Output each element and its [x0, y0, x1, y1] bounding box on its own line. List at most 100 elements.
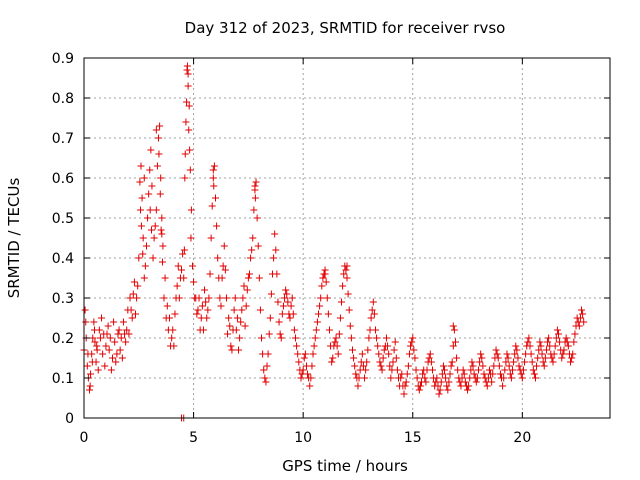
data-point [209, 174, 217, 182]
data-point [336, 314, 344, 322]
data-point [318, 282, 326, 290]
data-point [465, 382, 473, 390]
data-point [384, 342, 392, 350]
data-point [430, 374, 438, 382]
data-point [410, 346, 418, 354]
data-point [252, 178, 260, 186]
data-point [251, 186, 259, 194]
data-point [422, 378, 430, 386]
data-point [423, 366, 431, 374]
data-point [540, 362, 548, 370]
data-point [117, 334, 125, 342]
data-point [571, 330, 579, 338]
data-point [409, 334, 417, 342]
data-point [403, 370, 411, 378]
data-point [260, 366, 268, 374]
data-point [137, 162, 145, 170]
data-point [453, 354, 461, 362]
data-point [159, 242, 167, 250]
data-point [425, 354, 433, 362]
data-point [357, 358, 365, 366]
data-point [521, 358, 529, 366]
data-point [158, 230, 166, 238]
data-point [297, 374, 305, 382]
data-point [83, 362, 91, 370]
data-point [347, 334, 355, 342]
data-point [365, 334, 373, 342]
data-point [475, 366, 482, 374]
data-point [355, 374, 363, 382]
data-point [236, 334, 244, 342]
data-point [193, 310, 201, 318]
data-point [263, 362, 271, 370]
data-point [489, 370, 497, 378]
data-point [182, 118, 190, 126]
data-point [404, 362, 412, 370]
data-point [114, 330, 122, 338]
data-point [460, 370, 468, 378]
data-point [319, 274, 327, 282]
data-point [480, 370, 488, 378]
data-point [267, 290, 275, 298]
data-point [93, 342, 101, 350]
data-point [127, 306, 135, 314]
data-point [259, 350, 267, 358]
data-point [426, 350, 434, 358]
data-point [180, 274, 188, 282]
data-point [419, 370, 427, 378]
data-point [226, 322, 234, 330]
data-point [368, 306, 376, 314]
data-point [210, 162, 218, 170]
data-point [217, 302, 225, 310]
data-point [277, 334, 285, 342]
data-point [185, 126, 193, 134]
data-point [240, 282, 248, 290]
data-point [188, 262, 196, 270]
data-point [187, 234, 195, 242]
data-point [155, 150, 163, 158]
grid [84, 58, 610, 418]
data-point [82, 318, 90, 326]
data-point [574, 318, 582, 326]
data-point [231, 294, 239, 302]
data-point [517, 370, 525, 378]
data-point [250, 206, 258, 214]
data-point [242, 302, 250, 310]
data-point [439, 362, 447, 370]
data-point [522, 350, 530, 358]
data-point [344, 290, 352, 298]
data-point [214, 254, 222, 262]
y-tick-label: 0.6 [52, 171, 74, 187]
data-point [364, 346, 372, 354]
y-axis-label: SRMTID / TECUs [5, 178, 23, 299]
data-point [495, 362, 503, 370]
data-point [576, 314, 584, 322]
data-point [464, 386, 472, 394]
data-point [152, 206, 160, 214]
data-point [112, 358, 120, 366]
data-point [510, 358, 518, 366]
data-point [469, 362, 477, 370]
data-point [281, 294, 289, 302]
data-point [559, 350, 567, 358]
data-point [511, 350, 519, 358]
data-point [210, 182, 218, 190]
data-point [213, 222, 221, 230]
data-point [503, 350, 511, 358]
data-point [323, 294, 331, 302]
y-tick-label: 0.2 [52, 331, 74, 347]
data-point [379, 354, 387, 362]
data-point [450, 326, 458, 334]
data-point [103, 330, 111, 338]
data-point [91, 326, 99, 334]
data-point [149, 254, 157, 262]
data-point [238, 306, 246, 314]
data-point [233, 314, 241, 322]
data-point [550, 350, 558, 358]
data-point [105, 346, 113, 354]
data-point [151, 222, 159, 230]
data-point [476, 358, 484, 366]
data-point [181, 174, 189, 182]
data-point [548, 354, 556, 362]
data-point [508, 366, 516, 374]
